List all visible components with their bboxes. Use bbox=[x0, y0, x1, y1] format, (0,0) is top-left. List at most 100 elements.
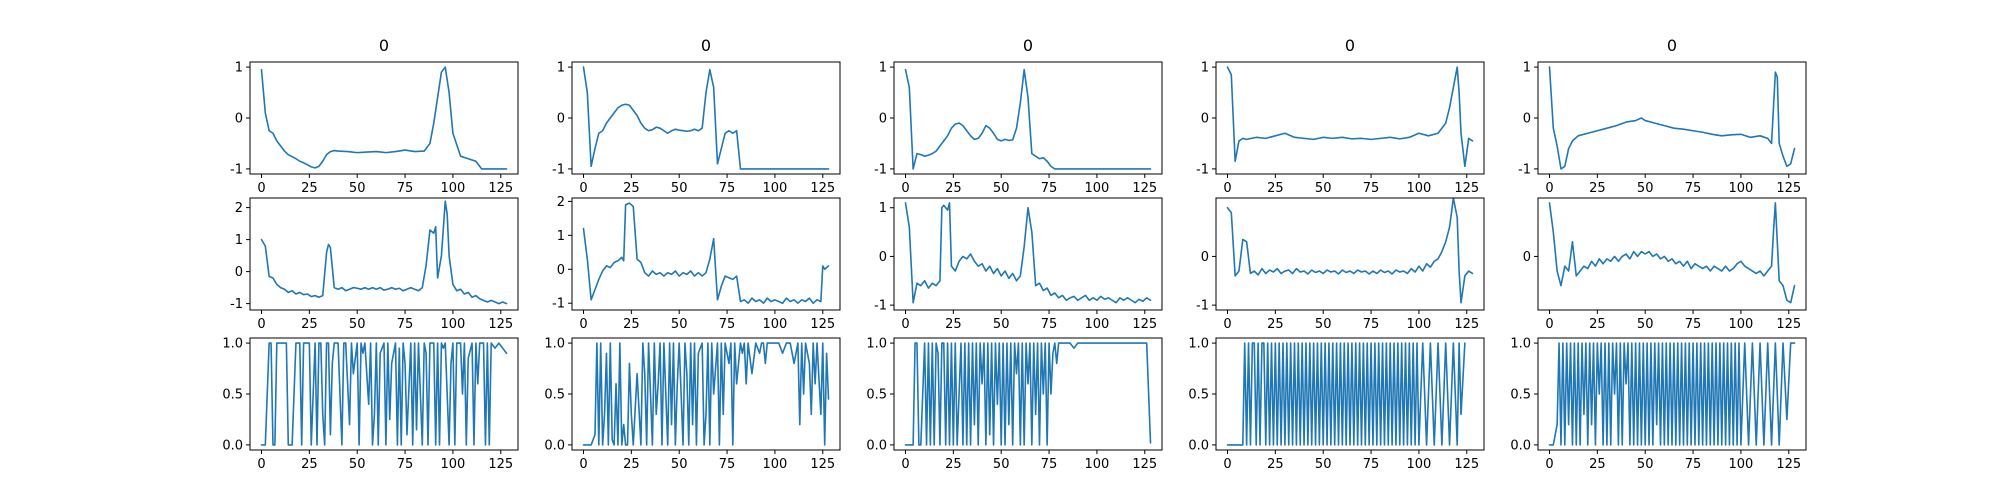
x-tick-label: 0 bbox=[257, 181, 265, 196]
subplot-title: 0 bbox=[701, 36, 711, 55]
y-tick-label: -1 bbox=[230, 297, 243, 312]
subplot-title: 0 bbox=[1345, 36, 1355, 55]
x-tick-label: 100 bbox=[1085, 181, 1110, 196]
subplot-r2-c3: 0 25 50 75 100 125 -1 0 1 bbox=[874, 197, 1163, 332]
subplot-r3-c3: 0 25 50 75 100 125 0.0 0.5 1.0 bbox=[866, 337, 1163, 472]
y-tick-label: 0.0 bbox=[1188, 438, 1209, 453]
y-tick-label: -1 bbox=[1518, 162, 1531, 177]
x-tick-label: 25 bbox=[301, 181, 318, 196]
subplot-r2-c1: 0 25 50 75 100 125 -1 0 1 2 bbox=[230, 197, 519, 332]
x-tick-label: 50 bbox=[349, 317, 366, 332]
x-tick-label: 50 bbox=[1637, 317, 1654, 332]
x-tick-label: 75 bbox=[1363, 181, 1380, 196]
x-tick-label: 25 bbox=[1267, 317, 1284, 332]
y-tick-label: 0 bbox=[1201, 112, 1209, 127]
x-tick-label: 100 bbox=[1085, 317, 1110, 332]
subplot-r1-c3: 0 0 25 50 75 100 125 -1 0 1 bbox=[874, 36, 1163, 196]
x-tick-label: 50 bbox=[349, 181, 366, 196]
x-tick-label: 100 bbox=[1729, 181, 1754, 196]
x-tick-label: 125 bbox=[1454, 317, 1479, 332]
x-tick-label: 75 bbox=[1363, 317, 1380, 332]
series-line bbox=[1548, 66, 1796, 170]
x-tick-label: 100 bbox=[1729, 317, 1754, 332]
x-tick-label: 25 bbox=[623, 457, 640, 472]
x-tick-label: 100 bbox=[441, 457, 466, 472]
x-tick-label: 75 bbox=[1685, 181, 1702, 196]
x-tick-label: 125 bbox=[1776, 457, 1801, 472]
x-tick-label: 100 bbox=[441, 317, 466, 332]
y-tick-label: -1 bbox=[230, 162, 243, 177]
series-line bbox=[904, 68, 1152, 170]
y-tick-label: 1 bbox=[879, 61, 887, 76]
x-tick-label: 25 bbox=[1589, 181, 1606, 196]
x-tick-label: 125 bbox=[488, 457, 513, 472]
x-tick-label: 75 bbox=[1363, 457, 1380, 472]
x-tick-label: 0 bbox=[257, 317, 265, 332]
x-tick-label: 0 bbox=[257, 457, 265, 472]
y-tick-label: 0.0 bbox=[544, 438, 565, 453]
y-tick-label: 2 bbox=[557, 195, 565, 210]
x-tick-label: 125 bbox=[1776, 181, 1801, 196]
x-tick-label: 25 bbox=[1589, 457, 1606, 472]
x-tick-label: 100 bbox=[1407, 181, 1432, 196]
y-tick-label: 1 bbox=[557, 61, 565, 76]
y-tick-label: 0 bbox=[235, 112, 243, 127]
x-tick-label: 125 bbox=[1454, 457, 1479, 472]
x-tick-label: 0 bbox=[1545, 457, 1553, 472]
subplot-r2-c5: 0 25 50 75 100 125 0 bbox=[1523, 197, 1807, 332]
x-tick-label: 0 bbox=[901, 181, 909, 196]
axes-frame bbox=[1215, 61, 1485, 175]
x-tick-label: 25 bbox=[1267, 457, 1284, 472]
y-tick-label: 0.0 bbox=[1510, 438, 1531, 453]
axes-frame bbox=[1537, 197, 1807, 311]
y-tick-label: 0.5 bbox=[544, 388, 565, 403]
y-tick-label: 1 bbox=[1201, 61, 1209, 76]
y-tick-label: 1 bbox=[235, 233, 243, 248]
y-tick-label: 1.0 bbox=[222, 337, 243, 352]
axes-frame bbox=[571, 197, 841, 311]
y-tick-label: 0.0 bbox=[222, 438, 243, 453]
series-line bbox=[582, 342, 830, 446]
x-tick-label: 0 bbox=[1545, 181, 1553, 196]
y-tick-label: 1 bbox=[557, 229, 565, 244]
x-tick-label: 25 bbox=[1267, 181, 1284, 196]
x-tick-label: 125 bbox=[1132, 317, 1157, 332]
y-tick-label: 0 bbox=[1523, 112, 1531, 127]
x-tick-label: 75 bbox=[1041, 457, 1058, 472]
x-tick-label: 100 bbox=[1729, 457, 1754, 472]
x-tick-label: 50 bbox=[993, 181, 1010, 196]
y-tick-label: -1 bbox=[1196, 162, 1209, 177]
x-tick-label: 75 bbox=[719, 317, 736, 332]
x-tick-label: 75 bbox=[397, 457, 414, 472]
y-tick-label: -1 bbox=[874, 162, 887, 177]
y-tick-label: 0 bbox=[879, 112, 887, 127]
x-tick-label: 125 bbox=[810, 457, 835, 472]
y-tick-label: 2 bbox=[235, 201, 243, 216]
x-tick-label: 50 bbox=[671, 181, 688, 196]
x-tick-label: 50 bbox=[1315, 457, 1332, 472]
x-tick-label: 75 bbox=[1041, 181, 1058, 196]
x-tick-label: 25 bbox=[1589, 317, 1606, 332]
series-line bbox=[1226, 342, 1466, 446]
x-tick-label: 25 bbox=[623, 181, 640, 196]
series-line bbox=[260, 200, 508, 305]
x-tick-label: 125 bbox=[810, 317, 835, 332]
subplot-r1-c2: 0 0 25 50 75 100 125 -1 0 1 bbox=[552, 36, 841, 196]
y-tick-label: 0 bbox=[1201, 250, 1209, 265]
series-line bbox=[904, 202, 1152, 304]
x-tick-label: 75 bbox=[719, 457, 736, 472]
x-tick-label: 125 bbox=[810, 181, 835, 196]
series-line bbox=[260, 66, 508, 170]
y-tick-label: 1 bbox=[235, 61, 243, 76]
x-tick-label: 50 bbox=[1637, 181, 1654, 196]
subplot-r3-c5: 0 25 50 75 100 125 0.0 0.5 1.0 bbox=[1510, 337, 1807, 472]
x-tick-label: 50 bbox=[671, 317, 688, 332]
x-tick-label: 125 bbox=[1132, 181, 1157, 196]
x-tick-label: 50 bbox=[1637, 457, 1654, 472]
series-line bbox=[1226, 198, 1474, 304]
subplot-title: 0 bbox=[379, 36, 389, 55]
y-tick-label: 1.0 bbox=[1188, 337, 1209, 352]
x-tick-label: 125 bbox=[1776, 317, 1801, 332]
x-tick-label: 100 bbox=[441, 181, 466, 196]
y-tick-label: -1 bbox=[874, 299, 887, 314]
